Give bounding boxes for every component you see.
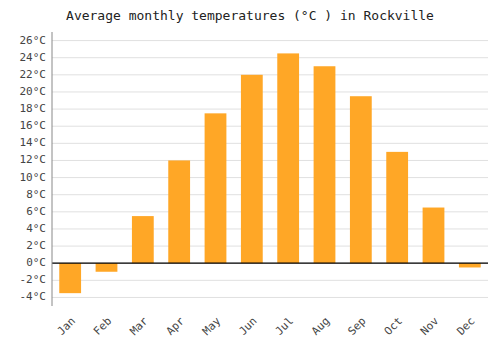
bar: [459, 263, 481, 267]
x-tick-label: Apr: [164, 314, 188, 338]
grid-line: [52, 194, 488, 195]
x-tick-label: Jan: [55, 315, 78, 338]
bar: [96, 263, 118, 272]
y-tick-label: 24°C: [20, 51, 47, 64]
y-tick-label: 26°C: [20, 34, 47, 47]
y-tick-label: 18°C: [20, 102, 47, 115]
y-tick-label: 6°C: [26, 205, 46, 218]
y-axis-line: [52, 32, 53, 306]
bar: [168, 160, 190, 263]
grid-line: [52, 177, 488, 178]
y-tick-label: -2°C: [20, 273, 47, 286]
x-tick-label: Jun: [236, 315, 259, 338]
x-tick-label: Mar: [127, 314, 151, 338]
y-tick-label: 14°C: [20, 136, 47, 149]
title: Average monthly temperatures (°C ) in Ro…: [66, 8, 434, 23]
grid-line: [52, 91, 488, 92]
y-tick-label: 22°C: [20, 68, 47, 81]
y-tick-label: 8°C: [26, 188, 46, 201]
y-ticks: -4°C -2°C 0°C 2°C 4°C 6°C 8°C 10°C 12°C 14°C 16°C 1…: [20, 34, 47, 304]
grid: [52, 41, 488, 298]
x-tick-label: Oct: [382, 315, 405, 338]
grid-line: [52, 74, 488, 75]
x-tick-label: Nov: [418, 314, 442, 338]
bar: [132, 216, 154, 263]
bar: [423, 208, 445, 264]
chart: -4°C -2°C 0°C 2°C 4°C 6°C 8°C 10°C 12°C 14°C 16°C 1…: [0, 0, 500, 350]
bar: [314, 66, 336, 263]
x-tick-label: Sep: [345, 315, 368, 338]
grid-line: [52, 263, 488, 264]
bar: [386, 152, 408, 263]
y-tick-label: -4°C: [20, 290, 47, 303]
x-tick-label: Dec: [454, 315, 477, 338]
x-tick-label: Jul: [273, 315, 296, 338]
bar: [59, 263, 81, 293]
x-ticks: Jan Feb Mar Apr May Jun Jul Aug Sep Oct Nov Dec: [55, 314, 478, 338]
y-tick-label: 16°C: [20, 119, 47, 132]
bar: [277, 53, 299, 263]
y-tick-label: 4°C: [26, 222, 46, 235]
y-tick-label: 10°C: [20, 171, 47, 184]
grid-line: [52, 280, 488, 281]
grid-line: [52, 126, 488, 127]
y-tick-label: 0°C: [26, 256, 46, 269]
y-tick-label: 20°C: [20, 85, 47, 98]
chart-container: -4°C -2°C 0°C 2°C 4°C 6°C 8°C 10°C 12°C 14°C 16°C 1…: [0, 0, 500, 350]
x-tick-label: May: [200, 314, 224, 338]
grid-line: [52, 57, 488, 58]
bar: [205, 113, 227, 263]
grid-line: [52, 40, 488, 41]
x-tick-label: Aug: [309, 315, 332, 338]
x-tick-label: Feb: [91, 315, 114, 338]
bars: [59, 53, 480, 293]
y-tick-label: 12°C: [20, 153, 47, 166]
grid-line: [52, 297, 488, 298]
zero-line: [52, 263, 488, 264]
y-tick-label: 2°C: [26, 239, 46, 252]
background: [0, 0, 500, 350]
grid-line: [52, 109, 488, 110]
grid-line: [52, 143, 488, 144]
bar: [241, 75, 263, 263]
bar: [350, 96, 372, 263]
grid-line: [52, 160, 488, 161]
